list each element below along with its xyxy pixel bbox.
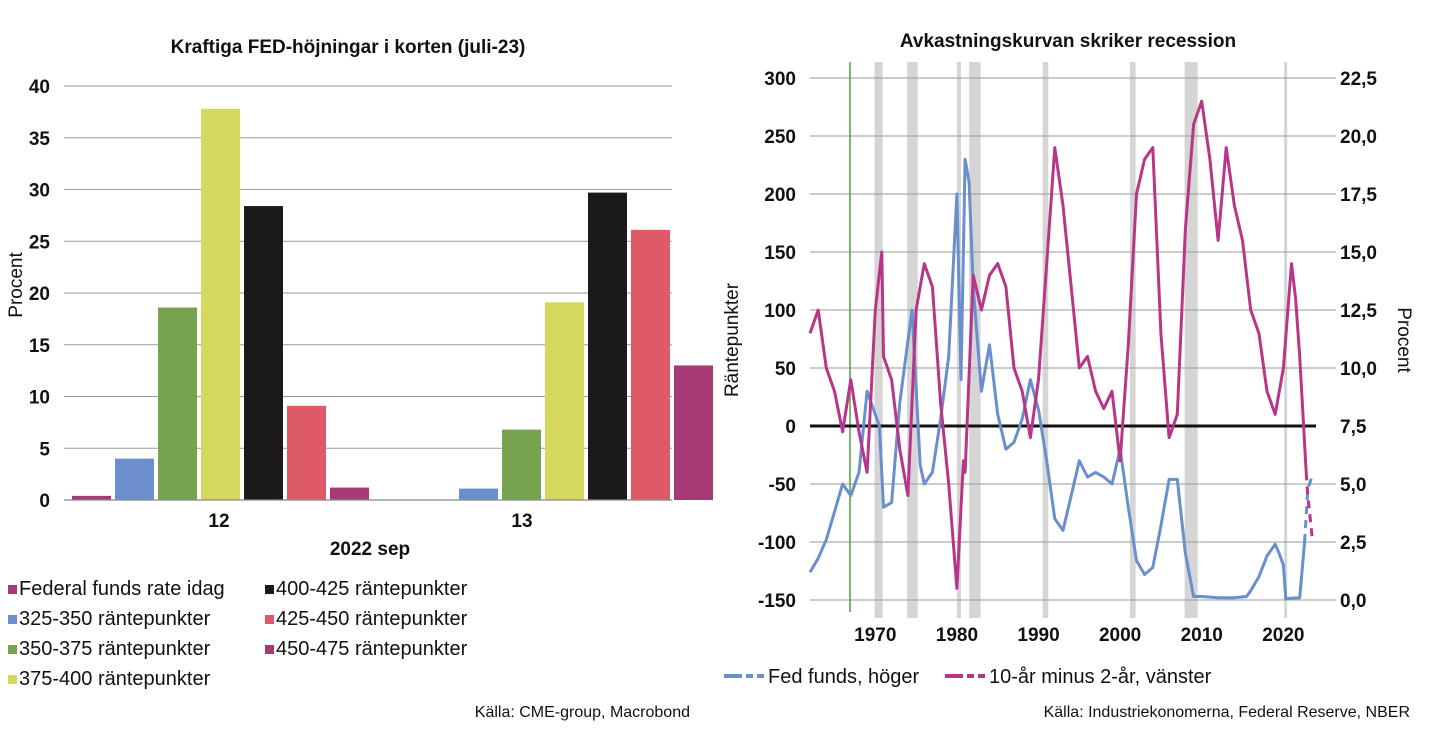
- bar-chart-y-tick-label: 5: [39, 439, 50, 460]
- bar-13-5: [631, 229, 670, 501]
- line-chart-gridlines: [810, 77, 1336, 601]
- left-y-tick-label: -100: [758, 533, 796, 554]
- bar-12-6: [330, 487, 369, 500]
- legend-label: 425-450 räntepunkter: [276, 608, 468, 630]
- x-tick-label: 1970: [854, 625, 896, 646]
- bar-13-3: [545, 302, 584, 500]
- line-chart-left-y-label: Räntepunkter: [722, 282, 743, 397]
- bar-chart-panel: Kraftiga FED-höjningar i korten (juli-23…: [6, 37, 713, 721]
- bar-13-6: [674, 365, 713, 500]
- left-y-tick-label: 50: [775, 359, 796, 380]
- line-chart-legend: Fed funds, höger 10-år minus 2-år, vänste…: [724, 666, 1212, 688]
- left-y-tick-label: -50: [769, 475, 796, 496]
- bar-chart-x-tick-label: 13: [511, 511, 532, 532]
- left-y-tick-label: 150: [764, 243, 796, 264]
- bar-12-4: [244, 206, 283, 500]
- left-y-tick-label: 250: [764, 127, 796, 148]
- right-y-tick-label: 22,5: [1340, 69, 1377, 90]
- line-chart-left-y-ticks: -150 -100 -50 0 50 100 150 200 250 300: [758, 69, 796, 612]
- bar-13-4: [588, 192, 627, 501]
- legend-label: 10-år minus 2-år, vänster: [989, 666, 1212, 688]
- left-y-tick-label: 200: [764, 185, 796, 206]
- bar-chart-y-tick-label: 40: [29, 77, 50, 98]
- line-chart-title: Avkastningskurvan skriker recession: [900, 31, 1236, 52]
- legend-label: 375-400 räntepunkter: [19, 668, 211, 690]
- legend-label: 350-375 räntepunkter: [19, 638, 211, 660]
- line-chart-series: [808, 99, 1315, 601]
- bar-chart-y-ticks: 0 5 10 15 20 25 30 35 40: [29, 77, 51, 512]
- bar-chart-y-tick-label: 20: [29, 284, 50, 305]
- legend-label: 400-425 räntepunkter: [276, 578, 468, 600]
- bar-12-5: [287, 405, 326, 500]
- bar-chart-x-label: 2022 sep: [330, 539, 410, 560]
- line-chart-right-y-ticks: 0,0 2,5 5,0 7,5 10,0 12,5 15,0 17,5 20,0 22,5: [1340, 69, 1377, 612]
- bar-chart-bars: [72, 108, 713, 501]
- legend-swatch: [8, 675, 17, 684]
- bar-chart-y-tick-label: 10: [29, 388, 50, 409]
- bar-chart-y-label: Procent: [6, 252, 27, 318]
- bar-chart-source: Källa: CME-group, Macrobond: [475, 704, 690, 721]
- right-y-tick-label: 17,5: [1340, 185, 1377, 206]
- bar-12-1: [115, 458, 154, 500]
- left-y-tick-label: -150: [758, 591, 796, 612]
- right-y-tick-label: 5,0: [1340, 475, 1366, 496]
- legend-swatch: [265, 645, 274, 654]
- legend-swatch: [265, 585, 274, 594]
- bar-chart-y-tick-label: 0: [39, 491, 50, 512]
- bar-chart-y-tick-label: 35: [29, 129, 51, 150]
- right-y-tick-label: 12,5: [1340, 301, 1377, 322]
- line-chart-panel: Avkastningskurvan skriker recession -150…: [722, 31, 1414, 721]
- left-y-tick-label: 100: [764, 301, 796, 322]
- legend-swatch: [8, 585, 17, 594]
- legend-label: Fed funds, höger: [768, 666, 920, 688]
- bar-13-1: [459, 488, 498, 500]
- right-y-tick-label: 20,0: [1340, 127, 1377, 148]
- legend-swatch: [265, 615, 274, 624]
- x-tick-label: 2020: [1262, 625, 1304, 646]
- right-y-tick-label: 2,5: [1340, 533, 1367, 554]
- legend-swatch: [8, 645, 17, 654]
- series-line-0: [808, 157, 1307, 601]
- legend-swatch: [8, 615, 17, 624]
- bar-chart-x-tick-label: 12: [208, 511, 229, 532]
- bar-chart-x-ticks: 12 13: [208, 511, 532, 532]
- recession-band: [969, 62, 981, 618]
- recession-band: [1042, 62, 1049, 618]
- x-tick-label: 2010: [1181, 625, 1223, 646]
- x-tick-label: 2000: [1099, 625, 1141, 646]
- recession-band: [1129, 62, 1136, 618]
- line-chart-x-ticks: 1970 1980 1990 2000 2010 2020: [854, 625, 1304, 646]
- legend-label: 450-475 räntepunkter: [276, 638, 468, 660]
- series-forecast-1: [1304, 472, 1315, 543]
- right-y-tick-label: 10,0: [1340, 359, 1377, 380]
- bar-chart-y-tick-label: 25: [29, 232, 51, 253]
- line-chart-right-y-label: Procent: [1393, 307, 1414, 373]
- bar-chart-y-tick-label: 30: [29, 181, 50, 202]
- bar-13-2: [502, 429, 541, 500]
- series-line-1: [808, 99, 1308, 590]
- right-y-tick-label: 15,0: [1340, 243, 1377, 264]
- bar-12-0: [72, 495, 111, 500]
- bar-chart-legend: Federal funds rate idag 400-425 räntepunk…: [8, 578, 468, 690]
- bar-chart-title: Kraftiga FED-höjningar i korten (juli-23…: [171, 37, 526, 58]
- recession-band: [874, 62, 883, 618]
- right-y-tick-label: 7,5: [1340, 417, 1367, 438]
- x-tick-label: 1980: [936, 625, 978, 646]
- x-tick-label: 1990: [1017, 625, 1059, 646]
- bar-chart-y-tick-label: 15: [29, 336, 51, 357]
- left-y-tick-label: 0: [785, 417, 796, 438]
- legend-label: 325-350 räntepunkter: [19, 608, 211, 630]
- right-y-tick-label: 0,0: [1340, 591, 1366, 612]
- left-y-tick-label: 300: [764, 69, 796, 90]
- bar-12-3: [201, 108, 240, 501]
- legend-label: Federal funds rate idag: [19, 578, 225, 600]
- series-forecast-0: [1303, 476, 1314, 543]
- line-chart-source: Källa: Industriekonomerna, Federal Reser…: [1044, 704, 1410, 721]
- bar-12-2: [158, 307, 197, 500]
